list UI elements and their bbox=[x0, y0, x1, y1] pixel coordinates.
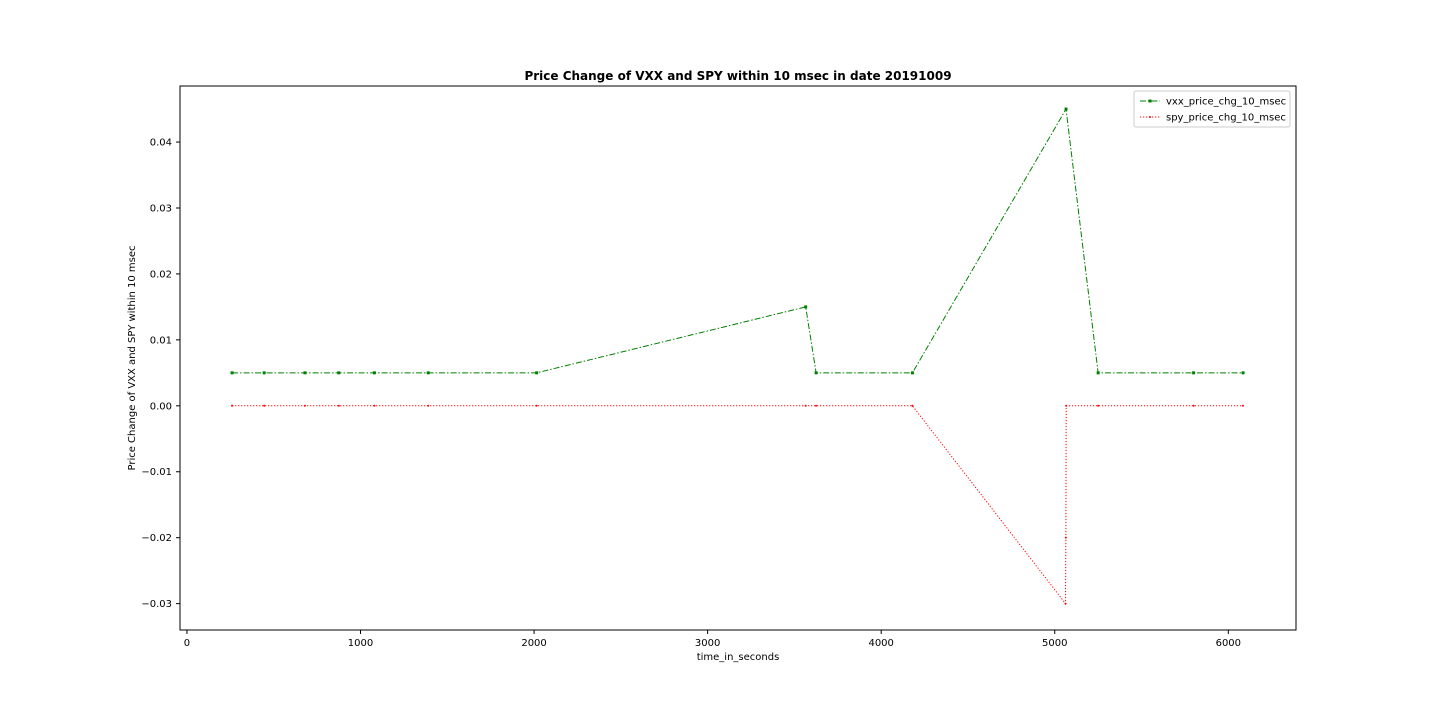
data-point bbox=[263, 404, 266, 407]
data-point bbox=[1065, 404, 1068, 407]
legend[interactable]: vxx_price_chg_10_msec spy_price_chg_10_ms… bbox=[1133, 90, 1291, 128]
x-tick-label: 0 bbox=[184, 638, 190, 649]
legend-label: spy_price_chg_10_msec bbox=[1166, 113, 1286, 124]
x-tick-label: 2000 bbox=[521, 638, 546, 649]
data-point bbox=[337, 404, 340, 407]
y-tick-label: 0.03 bbox=[150, 203, 172, 214]
data-point bbox=[303, 404, 306, 407]
data-point bbox=[535, 404, 538, 407]
data-point bbox=[426, 371, 430, 375]
data-point bbox=[1242, 404, 1245, 407]
x-tick-label: 6000 bbox=[1216, 638, 1241, 649]
legend-label: vxx_price_chg_10_msec bbox=[1166, 97, 1286, 108]
y-tick-label: −0.01 bbox=[141, 467, 172, 478]
data-point bbox=[230, 371, 234, 375]
data-point bbox=[303, 371, 307, 375]
legend-item-spy_price_chg_10_msec[interactable]: spy_price_chg_10_msec bbox=[1140, 113, 1286, 124]
data-point bbox=[427, 404, 430, 407]
y-tick-label: −0.02 bbox=[141, 533, 172, 544]
data-point bbox=[231, 404, 234, 407]
data-point bbox=[911, 404, 914, 407]
data-point bbox=[1064, 602, 1067, 605]
y-tick-label: 0.02 bbox=[150, 269, 172, 280]
data-point bbox=[815, 404, 818, 407]
x-axis-label: time_in_seconds bbox=[697, 652, 780, 663]
x-axis-ticks: 0 1000 2000 3000 4000 5000 6000 bbox=[184, 630, 1241, 649]
x-tick-label: 5000 bbox=[1042, 638, 1067, 649]
data-point bbox=[373, 404, 376, 407]
data-point bbox=[262, 371, 266, 375]
y-tick-label: 0.01 bbox=[150, 335, 172, 346]
data-point bbox=[1241, 371, 1245, 375]
data-point bbox=[814, 371, 818, 375]
data-point bbox=[910, 371, 914, 375]
y-axis-ticks: −0.03 −0.02 −0.01 0.00 0.01 0.02 0.03 0.04 bbox=[141, 138, 180, 610]
data-point bbox=[804, 404, 807, 407]
series-spy_price_chg_10_msec bbox=[231, 404, 1245, 606]
data-point bbox=[1064, 107, 1068, 111]
series-layer bbox=[230, 107, 1245, 606]
data-point bbox=[337, 371, 341, 375]
x-tick-label: 4000 bbox=[868, 638, 893, 649]
data-point bbox=[1097, 404, 1100, 407]
data-point bbox=[1064, 536, 1067, 539]
legend-marker bbox=[1148, 99, 1152, 103]
legend-marker bbox=[1149, 116, 1151, 118]
data-point bbox=[804, 305, 808, 309]
series-vxx_price_chg_10_msec bbox=[230, 107, 1245, 375]
data-point bbox=[1096, 371, 1100, 375]
data-point bbox=[535, 371, 539, 375]
data-point bbox=[1192, 404, 1195, 407]
y-tick-label: 0.00 bbox=[150, 401, 172, 412]
data-point bbox=[1192, 371, 1196, 375]
plot-area-frame bbox=[179, 85, 1297, 631]
y-axis-label: Price Change of VXX and SPY within 10 ms… bbox=[127, 245, 138, 470]
x-tick-label: 3000 bbox=[695, 638, 720, 649]
chart-title: Price Change of VXX and SPY within 10 ms… bbox=[524, 69, 951, 83]
legend-frame bbox=[1133, 90, 1291, 128]
legend-item-vxx_price_chg_10_msec[interactable]: vxx_price_chg_10_msec bbox=[1140, 97, 1286, 108]
y-tick-label: 0.04 bbox=[150, 138, 172, 149]
data-point bbox=[372, 371, 376, 375]
y-tick-label: −0.03 bbox=[141, 599, 172, 610]
x-tick-label: 1000 bbox=[348, 638, 373, 649]
